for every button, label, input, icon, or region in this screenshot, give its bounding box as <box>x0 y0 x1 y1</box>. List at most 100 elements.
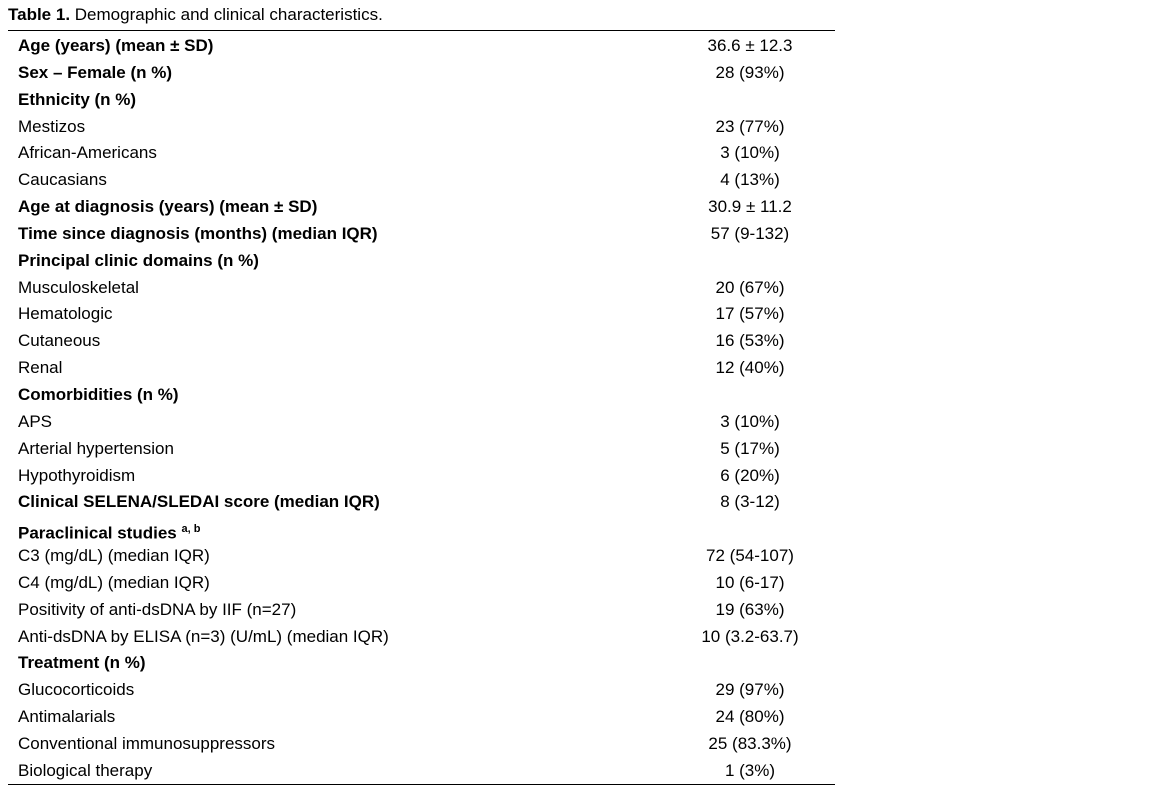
table-row: Time since diagnosis (months) (median IQ… <box>0 221 835 248</box>
table-row: Hematologic 17 (57%) <box>0 301 835 328</box>
row-value: 1 (3%) <box>724 760 776 780</box>
row-label: Clinical SELENA/SLEDAI score (median IQR… <box>18 489 380 516</box>
row-value: 16 (53%) <box>715 331 785 351</box>
row-label: Hypothyroidism <box>18 463 135 490</box>
row-label-text: Anti-dsDNA by ELISA (n=3) (U/mL) (median… <box>18 626 389 646</box>
table-row: Age at diagnosis (years) (mean ± SD) 30.9… <box>0 194 835 221</box>
row-label: Sex – Female (n %) <box>18 60 172 87</box>
table-row: Mestizos 23 (77%) <box>0 114 835 141</box>
row-label-text: Age (years) (mean ± SD) <box>18 36 214 55</box>
table-row: C4 (mg/dL) (median IQR) 10 (6-17) <box>0 570 835 597</box>
row-label-text: Conventional immunosuppressors <box>18 733 276 753</box>
row-label: Antimalarials <box>18 704 115 731</box>
table-row: Age (years) (mean ± SD) 36.6 ± 12.3 <box>0 33 835 60</box>
table-row: Hypothyroidism 6 (20%) <box>0 463 835 490</box>
row-value: 57 (9-132) <box>710 223 790 243</box>
row-value: 28 (93%) <box>715 62 785 82</box>
row-label: APS <box>18 409 52 436</box>
row-label-text: Antimalarials <box>18 707 116 727</box>
row-label: Renal <box>18 355 62 382</box>
row-label: Positivity of anti-dsDNA by IIF (n=27) <box>18 597 296 624</box>
row-label: African-Americans <box>18 140 157 167</box>
table-row: Biological therapy 1 (3%) <box>0 758 835 785</box>
row-label: Conventional immunosuppressors <box>18 731 275 758</box>
row-label: Cutaneous <box>18 328 100 355</box>
row-label: Ethnicity (n %) <box>18 87 136 114</box>
bottom-rule <box>8 784 835 785</box>
row-label: Arterial hypertension <box>18 436 174 463</box>
row-value: 10 (3.2-63.7) <box>701 626 799 646</box>
row-label: Comorbidities (n %) <box>18 382 179 409</box>
row-label: Time since diagnosis (months) (median IQ… <box>18 221 378 248</box>
row-value: 10 (6-17) <box>715 572 785 592</box>
row-value: 23 (77%) <box>715 116 785 136</box>
table-title: Demographic and clinical characteristics… <box>74 5 383 24</box>
row-value: 12 (40%) <box>715 358 785 378</box>
row-label-text: Renal <box>18 358 63 378</box>
row-label: Age at diagnosis (years) (mean ± SD) <box>18 194 317 221</box>
row-label-text: Paraclinical studies <box>18 523 177 543</box>
row-label: Principal clinic domains (n %) <box>18 248 259 275</box>
table-row: Principal clinic domains (n %) <box>0 248 835 275</box>
row-value: 19 (63%) <box>715 599 785 619</box>
table-number: Table 1. <box>8 5 71 24</box>
row-label-text: Time since diagnosis (months) (median IQ… <box>18 223 378 243</box>
row-value: 4 (13%) <box>720 170 780 190</box>
row-value: 25 (83.3%) <box>708 733 792 753</box>
row-label-text: Mestizos <box>18 116 86 136</box>
row-label-text: Cutaneous <box>18 331 101 351</box>
table-caption: Table 1. Demographic and clinical charac… <box>8 5 383 25</box>
row-label: C3 (mg/dL) (median IQR) <box>18 543 210 570</box>
table-row: Arterial hypertension 5 (17%) <box>0 436 835 463</box>
table-row: Renal 12 (40%) <box>0 355 835 382</box>
row-label-text: C3 (mg/dL) (median IQR) <box>18 546 210 566</box>
row-value: 36.6 ± 12.3 <box>707 36 793 55</box>
row-label: Hematologic <box>18 301 113 328</box>
row-label-text: Clinical SELENA/SLEDAI score (median IQR… <box>18 492 380 512</box>
row-value: 5 (17%) <box>720 438 780 458</box>
row-value: 30.9 ± 11.2 <box>708 197 792 217</box>
row-label-text: Principal clinic domains (n %) <box>18 250 259 270</box>
footnote-marker: a, b <box>181 523 201 536</box>
row-label-text: Age at diagnosis (years) (mean ± SD) <box>18 197 318 217</box>
top-rule <box>8 30 835 31</box>
table-row: Antimalarials 24 (80%) <box>0 704 835 731</box>
table-row: Cutaneous 16 (53%) <box>0 328 835 355</box>
table-row: African-Americans 3 (10%) <box>0 140 835 167</box>
row-label-text: Glucocorticoids <box>18 680 135 700</box>
row-label: Age (years) (mean ± SD) <box>18 33 213 60</box>
row-label: Treatment (n %) <box>18 650 146 677</box>
row-label-text: Musculoskeletal <box>18 277 139 297</box>
table-row: C3 (mg/dL) (median IQR) 72 (54-107) <box>0 543 835 570</box>
table-row: Treatment (n %) <box>0 650 835 677</box>
row-label: Anti-dsDNA by ELISA (n=3) (U/mL) (median… <box>18 624 389 651</box>
row-label-text: Sex – Female (n %) <box>18 62 173 82</box>
row-value: 17 (57%) <box>715 304 785 324</box>
table-row: Sex – Female (n %) 28 (93%) <box>0 60 835 87</box>
row-value: 3 (10%) <box>720 411 780 431</box>
row-value: 6 (20%) <box>720 465 780 485</box>
row-label-text: Caucasians <box>18 170 107 190</box>
row-label: Paraclinical studies a, b <box>18 516 200 548</box>
row-value: 20 (67%) <box>715 277 785 297</box>
row-label-text: Biological therapy <box>18 760 153 780</box>
table-row: Anti-dsDNA by ELISA (n=3) (U/mL) (median… <box>0 624 835 651</box>
row-label: Mestizos <box>18 114 85 141</box>
row-label-text: African-Americans <box>18 143 157 163</box>
row-label: Musculoskeletal <box>18 275 139 302</box>
row-label-text: Hypothyroidism <box>18 465 136 485</box>
table-row: Positivity of anti-dsDNA by IIF (n=27) 19… <box>0 597 835 624</box>
table-row: Glucocorticoids 29 (97%) <box>0 677 835 704</box>
row-label: Glucocorticoids <box>18 677 134 704</box>
table-row: Musculoskeletal 20 (67%) <box>0 275 835 302</box>
row-value: 72 (54-107) <box>706 546 794 566</box>
table-body: Age (years) (mean ± SD) 36.6 ± 12.3 Sex – … <box>0 33 835 785</box>
row-label-text: Ethnicity (n %) <box>18 89 137 109</box>
table-row: Conventional immunosuppressors 25 (83.3%) <box>0 731 835 758</box>
row-label-text: C4 (mg/dL) (median IQR) <box>18 572 210 592</box>
row-label-text: Hematologic <box>18 304 113 324</box>
row-value: 29 (97%) <box>715 680 785 700</box>
table-row: Caucasians 4 (13%) <box>0 167 835 194</box>
row-label-text: Treatment (n %) <box>18 653 146 673</box>
table-row: Clinical SELENA/SLEDAI score (median IQR… <box>0 489 835 516</box>
